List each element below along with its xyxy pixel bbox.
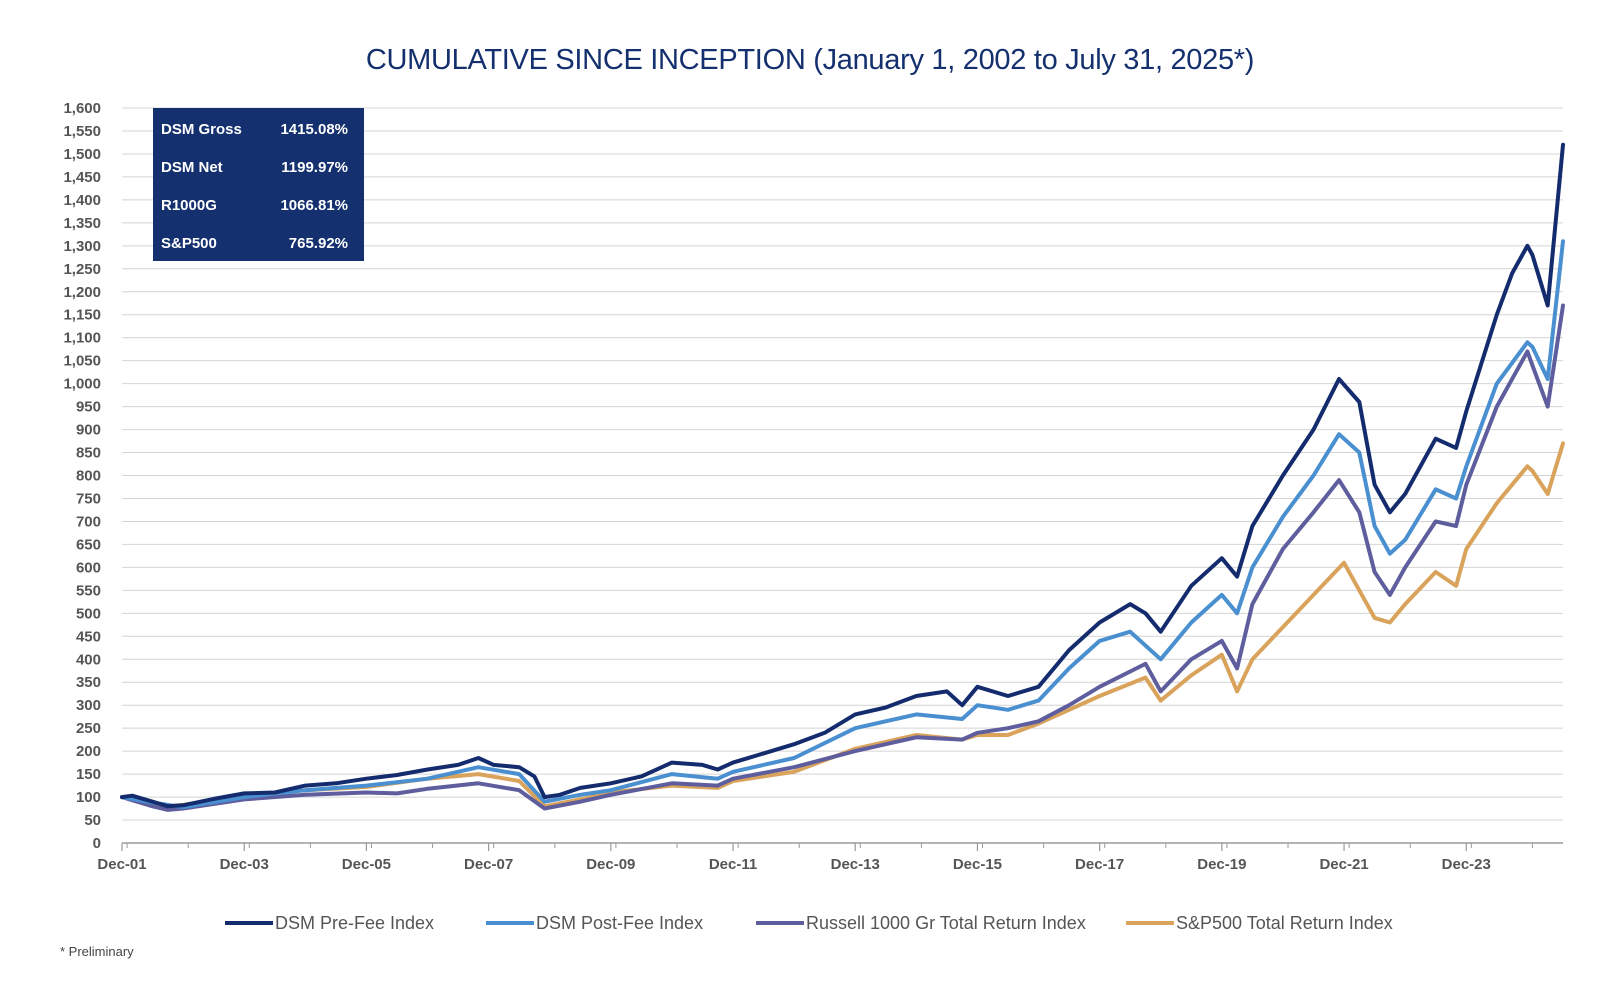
legend-label: S&P500 Total Return Index [1176,913,1393,933]
x-tick-label: Dec-01 [97,856,146,873]
summary-label: DSM Gross [161,121,242,138]
series-line [120,142,1565,809]
y-tick-label: 1,450 [63,169,101,186]
x-tick-label: Dec-21 [1319,856,1368,873]
series-line [120,441,1565,809]
y-tick-label: 1,000 [63,376,101,393]
y-tick-label: 1,300 [63,238,101,255]
footnote: * Preliminary [60,944,134,959]
y-tick-label: 450 [76,628,101,645]
x-tick-label: Dec-09 [586,856,635,873]
y-tick-label: 800 [76,468,101,485]
x-tick-label: Dec-05 [342,856,391,873]
y-tick-label: 1,050 [63,353,101,370]
y-tick-label: 200 [76,743,101,760]
y-tick-label: 1,250 [63,261,101,278]
y-tick-label: 300 [76,697,101,714]
y-tick-label: 150 [76,766,101,783]
y-tick-label: 700 [76,513,101,530]
x-axis: Dec-01 Dec-03 Dec-05 Dec-07 Dec-09 Dec-11 Dec-… [97,842,1563,873]
y-tick-label: 600 [76,559,101,576]
summary-label: S&P500 [161,235,217,252]
y-tick-label: 1,350 [63,215,101,232]
x-tick-label: Dec-19 [1197,856,1246,873]
chart-title: CUMULATIVE SINCE INCEPTION (January 1, 2… [365,44,1255,76]
y-tick-label: 900 [76,422,101,439]
x-tick-label: Dec-03 [220,856,269,873]
summary-box-bg [153,108,364,261]
y-tick-label: 1,200 [63,284,101,301]
x-tick-label: Dec-17 [1075,856,1124,873]
y-tick-label: 550 [76,582,101,599]
y-tick-label: 500 [76,605,101,622]
y-tick-label: 1,400 [63,192,101,209]
summary-value: 1415.08% [280,121,348,138]
legend-label: DSM Post-Fee Index [536,913,703,933]
summary-label: R1000G [161,197,217,214]
summary-label: DSM Net [161,159,223,176]
y-tick-label: 950 [76,399,101,416]
legend: DSM Pre-Fee Index DSM Post-Fee Index Russe… [225,913,1393,933]
y-tick-label: 750 [76,490,101,507]
x-tick-label: Dec-11 [709,856,757,873]
summary-box: DSM Gross 1415.08% DSM Net 1199.97% R1000G 10… [153,108,364,261]
x-tick-label: Dec-13 [831,856,880,873]
y-tick-label: 400 [76,651,101,668]
y-tick-label: 0 [93,835,101,852]
series-line [120,303,1565,812]
y-axis-ticks: 0 50 100 150 200 250 300 350 400 450 500 550 600 650 7… [63,100,101,852]
legend-label: DSM Pre-Fee Index [275,913,434,933]
series-lines [120,142,1565,812]
y-tick-label: 50 [84,812,101,829]
y-tick-label: 650 [76,536,101,553]
grid-lines [122,107,1563,821]
series-line [120,239,1565,810]
summary-value: 1066.81% [280,197,348,214]
y-tick-label: 1,600 [63,100,101,117]
summary-value: 1199.97% [281,159,348,176]
y-tick-label: 1,100 [63,330,101,347]
y-tick-label: 850 [76,445,101,462]
y-tick-label: 1,150 [63,307,101,324]
y-tick-label: 100 [76,789,101,806]
y-tick-label: 1,550 [63,123,101,140]
legend-label: Russell 1000 Gr Total Return Index [806,913,1086,933]
x-tick-label: Dec-07 [464,856,513,873]
x-tick-label: Dec-23 [1442,856,1491,873]
x-tick-label: Dec-15 [953,856,1002,873]
y-tick-label: 250 [76,720,101,737]
y-tick-label: 350 [76,674,101,691]
summary-value: 765.92% [289,235,348,252]
y-tick-label: 1,500 [63,146,101,163]
